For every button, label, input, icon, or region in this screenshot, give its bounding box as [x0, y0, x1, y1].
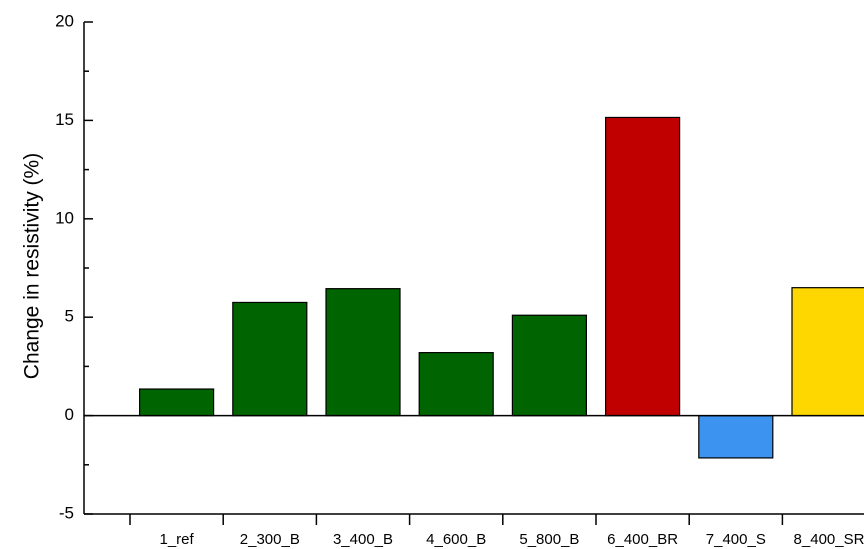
y-tick-label: 10 [55, 208, 74, 227]
x-tick-label: 1_ref [159, 531, 194, 548]
x-tick-label: 4_600_B [426, 531, 486, 548]
bar-5_800_B [511, 314, 588, 417]
bar-2_300_B [232, 301, 308, 417]
bar-4_600_B [418, 352, 494, 417]
y-axis-title: Change in resistivity (%) [21, 153, 44, 379]
y-tick-label: 0 [65, 405, 74, 424]
x-tick-label: 7_400_S [706, 531, 766, 548]
y-tick-label: -5 [59, 503, 74, 522]
bar-8_400_SR [791, 287, 864, 417]
x-tick-label: 2_300_B [240, 531, 300, 548]
x-tick-label: 3_400_B [333, 531, 393, 548]
y-tick-label: 20 [55, 11, 74, 30]
x-tick-label: 8_400_SR [794, 531, 864, 548]
bar-1_ref [139, 388, 215, 417]
y-tick-label: 15 [55, 110, 74, 129]
plot-area: -5 0 5 10 15 20 1_ref 2_300_B 3_400_B 4_600_B 5_80… [55, 11, 864, 548]
bar-7_400_S [698, 415, 774, 459]
bar-6_400_BR [604, 116, 681, 417]
x-tick-label: 5_800_B [519, 531, 579, 548]
bar-3_400_B [325, 288, 401, 417]
y-tick-label: 5 [65, 307, 74, 326]
x-tick-label: 6_400_BR [607, 531, 678, 548]
